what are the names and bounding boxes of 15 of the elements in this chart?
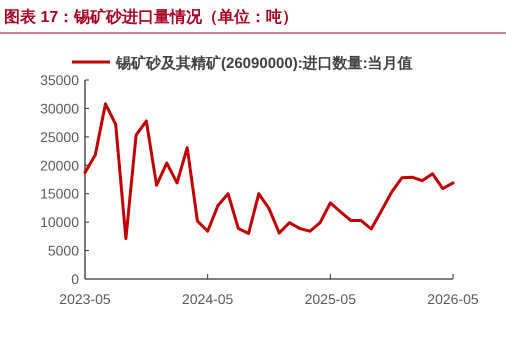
- y-tick-label: 5000: [48, 242, 80, 259]
- y-tick-label: 35000: [40, 72, 80, 88]
- x-tick-label: 2026-05: [427, 291, 479, 307]
- x-tick-label: 2024-05: [182, 291, 234, 307]
- chart-title: 图表 17：锡矿砂进口量情况（单位：吨）: [4, 8, 298, 26]
- y-tick-label: 10000: [40, 214, 80, 230]
- legend-label: 锡矿砂及其精矿(26090000):进口数量:当月值: [115, 54, 413, 72]
- x-tick-label: 2023-05: [59, 291, 111, 307]
- y-tick-label: 0: [71, 271, 80, 287]
- y-tick-label: 20000: [40, 157, 80, 174]
- y-tick-label: 30000: [40, 100, 80, 116]
- y-tick-label: 25000: [40, 128, 80, 145]
- x-tick-label: 2025-05: [304, 291, 356, 307]
- line-series: [84, 102, 454, 240]
- y-tick-label: 15000: [40, 186, 80, 202]
